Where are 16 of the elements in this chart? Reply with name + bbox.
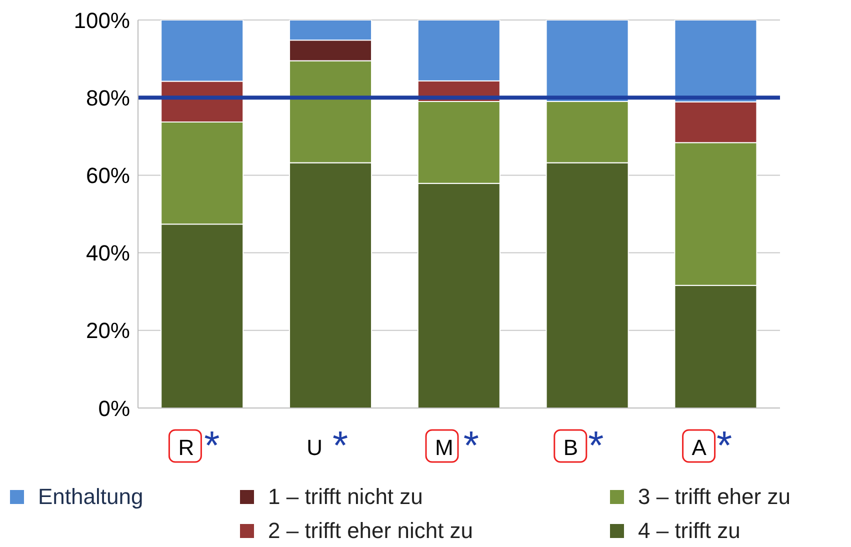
y-tick-label: 80%	[86, 85, 130, 110]
y-tick-label: 0%	[98, 396, 130, 421]
x-tick-label: R*	[178, 424, 220, 468]
x-tick-label: A*	[692, 424, 732, 468]
y-tick-label: 60%	[86, 163, 130, 188]
y-tick-label: 20%	[86, 318, 130, 344]
y-tick-label: 100%	[74, 8, 130, 33]
x-tick-label: B*	[563, 424, 604, 468]
legend-label: 4 – trifft zu	[638, 518, 740, 544]
x-tick-label: M*	[435, 424, 479, 468]
legend-label: 1 – trifft nicht zu	[268, 484, 423, 510]
legend-label: Enthaltung	[38, 484, 144, 510]
legend-label: 2 – trifft eher nicht zu	[268, 518, 474, 544]
x-tick-label: U*	[306, 424, 348, 468]
y-tick-label: 40%	[86, 240, 130, 266]
legend-label: 3 – trifft eher zu	[638, 484, 790, 510]
